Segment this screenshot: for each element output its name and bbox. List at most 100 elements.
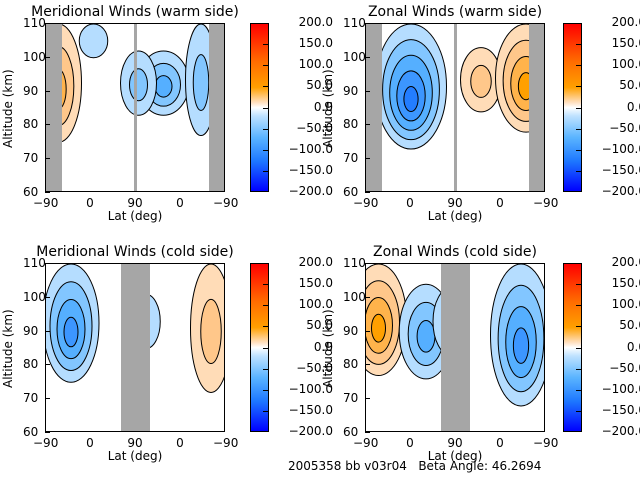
colorbar-tick-label: 200.0 [298,255,333,269]
colorbar-tick-label: 100.0 [611,57,640,72]
x-tick-label: −90 [533,196,559,210]
footer-info: 2005358 bb v03r04 Beta Angle: 46.2694 [288,459,542,473]
x-tick-label: −90 [33,436,59,450]
x-tick-label: 90 [447,196,463,210]
y-tick-label: 70 [343,151,359,166]
colorbar-tick-label: −200.0 [288,184,333,198]
y-tick-mark [365,263,370,264]
contour-level [154,75,173,98]
panel-title: Zonal Winds (warm side) [367,4,543,20]
colorbar-tick-mark [263,411,268,412]
colorbar-tick-label: 150.0 [611,276,640,291]
y-tick-mark [365,124,370,125]
y-tick-label: 80 [343,357,359,372]
y-tick-mark [365,192,370,193]
y-tick-mark [45,124,50,125]
colorbar-tick-mark [576,348,581,349]
x-tick-label: 0 [406,436,414,450]
colorbar-tick-label: 200.0 [611,15,640,29]
contour-level [416,320,436,353]
colorbar-tick-label: 0.0 [313,99,333,114]
contour-level [512,327,530,364]
masked-region [209,24,224,191]
y-tick-mark [45,331,50,332]
contour-level [200,298,222,365]
y-tick-mark [45,297,50,298]
colorbar-tick-label: 50.0 [619,318,640,333]
colorbar-tick-mark [263,44,268,45]
y-tick-label: 70 [23,151,39,166]
x-tick-label: −90 [353,436,379,450]
contour-layer [46,264,224,393]
colorbar-tick-mark [263,284,268,285]
y-tick-label: 90 [343,83,359,98]
y-tick-label: 70 [23,391,39,406]
y-tick-label: 80 [343,117,359,132]
y-tick-label: 110 [23,16,46,30]
panel-title: Zonal Winds (cold side) [373,244,537,260]
masked-region [121,264,150,431]
x-axis-label: Lat (deg) [107,209,163,223]
colorbar-tick-mark [576,171,581,172]
y-tick-mark [365,432,370,433]
contour-level [129,68,148,102]
y-tick-label: 60 [23,185,39,199]
masked-region [134,24,137,191]
x-tick-label: 0 [86,436,94,450]
colorbar-tick-label: 150.0 [298,36,333,51]
y-tick-label: 80 [23,117,39,132]
colorbar-tick-mark [263,305,268,306]
x-tick-label: 0 [176,436,184,450]
colorbar-tick-label: −150.0 [288,162,333,177]
panel-title: Meridional Winds (warm side) [31,4,239,20]
colorbar-tick-label: −150.0 [601,162,640,177]
y-tick-label: 110 [23,256,46,270]
y-tick-label: 110 [343,256,366,270]
colorbar-tick-label: 100.0 [298,297,333,312]
colorbar-tick-label: 200.0 [611,255,640,269]
colorbar-tick-label: −200.0 [601,184,640,198]
contour-level [403,86,419,113]
contour-level [371,313,386,343]
colorbar-tick-label: −150.0 [601,402,640,417]
x-tick-label: 90 [127,196,143,210]
masked-region [366,24,382,191]
y-tick-mark [365,23,370,24]
y-axis-label: Altitude (km) [1,308,15,388]
colorbar-tick-label: 150.0 [611,36,640,51]
x-tick-label: 0 [86,196,94,210]
y-tick-mark [365,398,370,399]
y-axis-label: Altitude (km) [1,68,15,148]
y-tick-mark [365,297,370,298]
colorbar-tick-label: 50.0 [619,78,640,93]
plot-area [365,263,545,432]
plot-area [365,23,545,192]
y-tick-mark [45,398,50,399]
colorbar-tick-mark [263,129,268,130]
y-tick-label: 60 [343,185,359,199]
y-tick-mark [45,364,50,365]
x-tick-label: −90 [213,196,239,210]
colorbar-tick-mark [263,108,268,109]
colorbar-tick-mark [576,150,581,151]
colorbar-tick-mark [263,390,268,391]
plot-area [45,23,225,192]
colorbar-tick-label: 0.0 [313,339,333,354]
colorbar-tick-label: 200.0 [298,15,333,29]
y-tick-mark [365,364,370,365]
colorbar-tick-mark [576,390,581,391]
contour-level [63,316,79,348]
y-tick-label: 90 [23,323,39,338]
y-tick-label: 90 [23,83,39,98]
y-tick-mark [45,23,50,24]
y-tick-mark [365,57,370,58]
y-tick-label: 100 [343,289,366,304]
masked-region [46,24,62,191]
colorbar-tick-mark [576,86,581,87]
colorbar-tick-label: −100.0 [288,141,333,156]
y-tick-mark [45,158,50,159]
colorbar-tick-label: −50.0 [609,120,640,135]
colorbar-tick-mark [576,44,581,45]
colorbar-tick-label: −50.0 [296,120,333,135]
y-tick-mark [45,91,50,92]
